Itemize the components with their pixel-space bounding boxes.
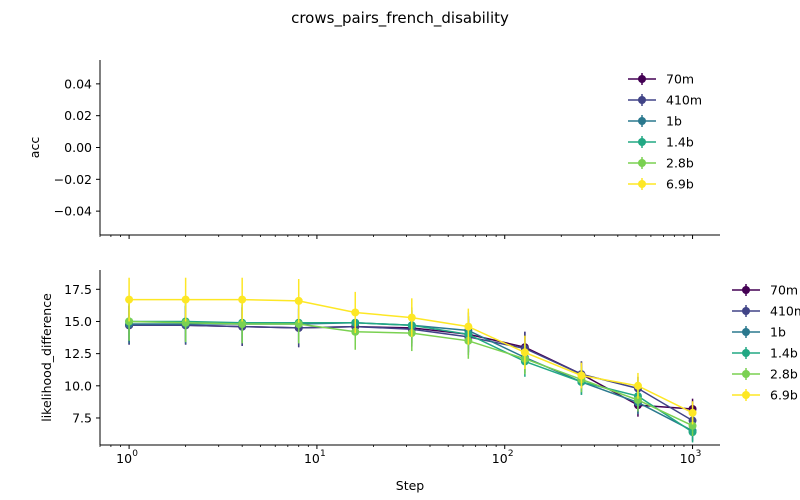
data-point	[520, 348, 529, 357]
legend-label: 70m	[770, 283, 798, 298]
legend-item-6.9b: 6.9b	[628, 177, 694, 192]
legend-marker	[742, 370, 750, 378]
x-tick-exponent: 3	[696, 449, 702, 459]
data-point	[294, 296, 303, 305]
legend-marker	[638, 138, 646, 146]
y-axis-label: acc	[27, 137, 42, 159]
y-tick-label: 0.02	[64, 108, 92, 123]
legend-label: 1b	[666, 114, 682, 129]
data-point	[351, 308, 360, 317]
legend-item-1.4b: 1.4b	[732, 346, 798, 361]
data-point	[181, 295, 190, 304]
x-tick-exponent: 2	[508, 449, 514, 459]
legend-marker	[638, 159, 646, 167]
data-point	[688, 408, 697, 417]
legend-item-1.4b: 1.4b	[628, 135, 694, 150]
data-point	[577, 371, 586, 380]
legend-item-1b: 1b	[628, 114, 682, 129]
data-point	[294, 320, 303, 329]
legend-marker	[742, 328, 750, 336]
legend-marker	[638, 96, 646, 104]
y-tick-label: 17.5	[64, 282, 92, 297]
legend-item-410m: 410m	[628, 93, 702, 108]
x-tick-label: 10	[304, 451, 320, 466]
legend-label: 6.9b	[770, 388, 798, 403]
legend-item-6.9b: 6.9b	[732, 388, 798, 403]
legend-item-70m: 70m	[628, 72, 694, 87]
data-point	[407, 313, 416, 322]
y-tick-label: 12.5	[64, 346, 92, 361]
y-tick-label: −0.02	[54, 172, 92, 187]
legend-label: 1b	[770, 325, 786, 340]
y-tick-label: 10.0	[64, 378, 92, 393]
x-tick-exponent: 1	[320, 449, 326, 459]
legend-label: 2.8b	[770, 367, 798, 382]
legend: 70m 410m 1b 1.4b 2.8b 6.9b	[628, 72, 702, 192]
legend-label: 410m	[770, 304, 800, 319]
legend-marker	[742, 286, 750, 294]
legend-label: 410m	[666, 93, 702, 108]
x-tick-label: 10	[680, 451, 696, 466]
y-tick-label: −0.04	[54, 204, 92, 219]
data-point	[688, 421, 697, 430]
y-axis-label: likelihood_difference	[39, 293, 54, 422]
legend-label: 6.9b	[666, 177, 694, 192]
series-line	[129, 322, 693, 432]
series-6.9b	[125, 277, 697, 425]
y-tick-label: 15.0	[64, 314, 92, 329]
legend-marker	[638, 180, 646, 188]
y-tick-label: 0.00	[64, 140, 92, 155]
legend-label: 1.4b	[666, 135, 694, 150]
legend-label: 70m	[666, 72, 694, 87]
legend-item-410m: 410m	[732, 304, 800, 319]
series-line	[129, 320, 694, 433]
legend-label: 2.8b	[666, 156, 694, 171]
x-tick-exponent: 0	[132, 449, 138, 459]
legend-label: 1.4b	[770, 346, 798, 361]
data-point	[633, 381, 642, 390]
legend-item-1b: 1b	[732, 325, 786, 340]
panel-acc: 0.04 0.02 0.00 −0.02 −0.04 acc 70m 410m 1b 1.4b 2.…	[27, 60, 720, 239]
x-tick-label: 10	[492, 451, 508, 466]
data-point	[238, 295, 247, 304]
legend-marker	[742, 349, 750, 357]
legend-item-2.8b: 2.8b	[628, 156, 694, 171]
legend-marker	[638, 75, 646, 83]
legend-marker	[742, 307, 750, 315]
data-point	[181, 318, 190, 327]
legend-marker	[638, 117, 646, 125]
data-point	[633, 395, 642, 404]
data-point	[238, 320, 247, 329]
data-point	[464, 322, 473, 331]
x-axis-label: Step	[396, 478, 425, 493]
series-line	[129, 324, 693, 422]
y-tick-label: 7.5	[72, 410, 92, 425]
panel-likelihood-difference: 17.5 15.0 12.5 10.0 7.5 likelihood_difference…	[39, 270, 800, 466]
chart-title: crows_pairs_french_disability	[291, 9, 509, 28]
legend-marker	[742, 391, 750, 399]
y-tick-label: 0.04	[64, 76, 92, 91]
legend-item-2.8b: 2.8b	[732, 367, 798, 382]
data-point	[125, 295, 134, 304]
x-tick-label: 10	[116, 451, 132, 466]
legend-item-70m: 70m	[732, 283, 798, 298]
series-line	[129, 324, 693, 410]
series-line	[129, 320, 693, 427]
legend: 70m 410m 1b 1.4b 2.8b 6.9b	[732, 283, 800, 403]
